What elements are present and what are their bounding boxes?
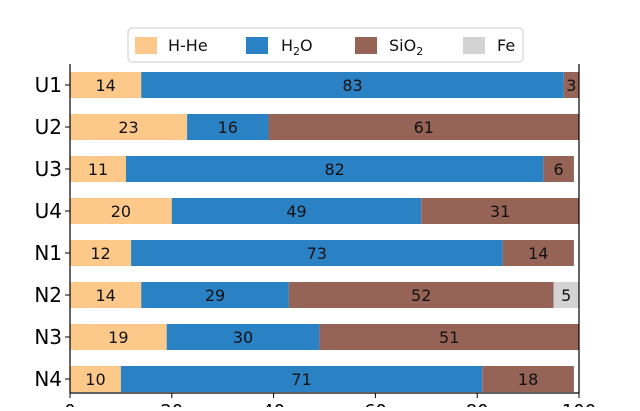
legend-label-fe: Fe (497, 36, 515, 55)
x-tick-label: 80 (466, 401, 489, 407)
bar-sio2-u2 (268, 114, 579, 140)
data-label: 14 (95, 286, 115, 305)
bar-h2o-n4 (120, 366, 483, 392)
bar-h-he-n2 (70, 282, 142, 308)
y-tick-label: U2 (35, 115, 62, 139)
y-tick-label: N1 (34, 241, 62, 265)
y-tick-label: N2 (34, 283, 62, 307)
data-label: 52 (411, 286, 431, 305)
data-label: 14 (95, 76, 115, 95)
legend: H-He H2O SiO2 Fe (127, 27, 524, 63)
y-tick-label: N3 (34, 325, 62, 349)
data-label: 83 (342, 76, 362, 95)
bar-sio2-u4 (421, 198, 579, 224)
data-label: 6 (554, 160, 564, 179)
legend-swatch-fe (463, 37, 485, 54)
bar-sio2-n3 (319, 324, 579, 350)
data-label: 18 (518, 370, 538, 389)
data-label: 16 (218, 118, 238, 137)
data-label: 73 (307, 244, 327, 263)
data-label: 23 (118, 118, 138, 137)
data-label: 71 (291, 370, 311, 389)
x-tick-label: 0 (64, 401, 75, 407)
bar-fe-n2 (553, 282, 579, 308)
bar-sio2-n4 (482, 366, 574, 392)
bar-sio2-u3 (543, 156, 574, 182)
bar-h2o-u2 (187, 114, 269, 140)
y-tick-label: U1 (35, 73, 62, 97)
bar-sio2-u1 (563, 72, 579, 98)
bar-h2o-u4 (171, 198, 422, 224)
data-label: 5 (561, 286, 571, 305)
data-label: 19 (108, 328, 128, 347)
y-tick-label: U3 (35, 157, 62, 181)
bar-h-he-u4 (70, 198, 172, 224)
bar-h-he-u3 (70, 156, 126, 182)
data-label: 30 (233, 328, 253, 347)
bar-h2o-n2 (141, 282, 289, 308)
legend-label-sio2: SiO2 (389, 36, 423, 58)
data-label: 29 (205, 286, 225, 305)
data-label: 49 (286, 202, 306, 221)
data-label: 11 (88, 160, 108, 179)
bar-h-he-u2 (70, 114, 188, 140)
bar-h2o-n1 (131, 240, 503, 266)
y-tick-label: N4 (34, 367, 62, 391)
data-label: 61 (414, 118, 434, 137)
legend-swatch-h2o (246, 37, 268, 54)
data-label: 12 (90, 244, 110, 263)
legend-box (127, 27, 524, 63)
bar-h2o-n3 (166, 324, 320, 350)
x-tick-label: 40 (262, 401, 285, 407)
legend-swatch-h-he (135, 37, 157, 54)
bar-h-he-n1 (70, 240, 132, 266)
data-label: 3 (566, 76, 576, 95)
data-label: 10 (85, 370, 105, 389)
legend-label-h2o: H2O (281, 36, 313, 58)
data-label: 82 (325, 160, 345, 179)
data-label: 51 (439, 328, 459, 347)
data-label: 20 (111, 202, 131, 221)
x-tick-label: 60 (364, 401, 387, 407)
bar-h-he-u1 (70, 72, 142, 98)
bar-sio2-n2 (288, 282, 554, 308)
legend-swatch-sio2 (355, 37, 377, 54)
bar-h2o-u3 (125, 156, 544, 182)
bar-h-he-n3 (70, 324, 167, 350)
legend-label-h-he: H-He (168, 36, 208, 55)
x-tick-label: 20 (160, 401, 183, 407)
x-tick-label: 100 (562, 401, 596, 407)
data-label: 14 (528, 244, 548, 263)
bar-h2o-u1 (141, 72, 564, 98)
y-tick-label: U4 (35, 199, 62, 223)
bar-h-he-n4 (70, 366, 121, 392)
data-label: 31 (490, 202, 510, 221)
bar-sio2-n1 (502, 240, 574, 266)
